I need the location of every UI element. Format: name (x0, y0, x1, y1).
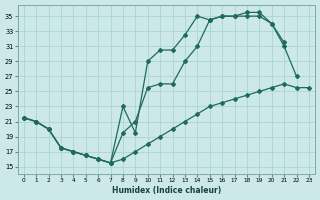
X-axis label: Humidex (Indice chaleur): Humidex (Indice chaleur) (112, 186, 221, 195)
